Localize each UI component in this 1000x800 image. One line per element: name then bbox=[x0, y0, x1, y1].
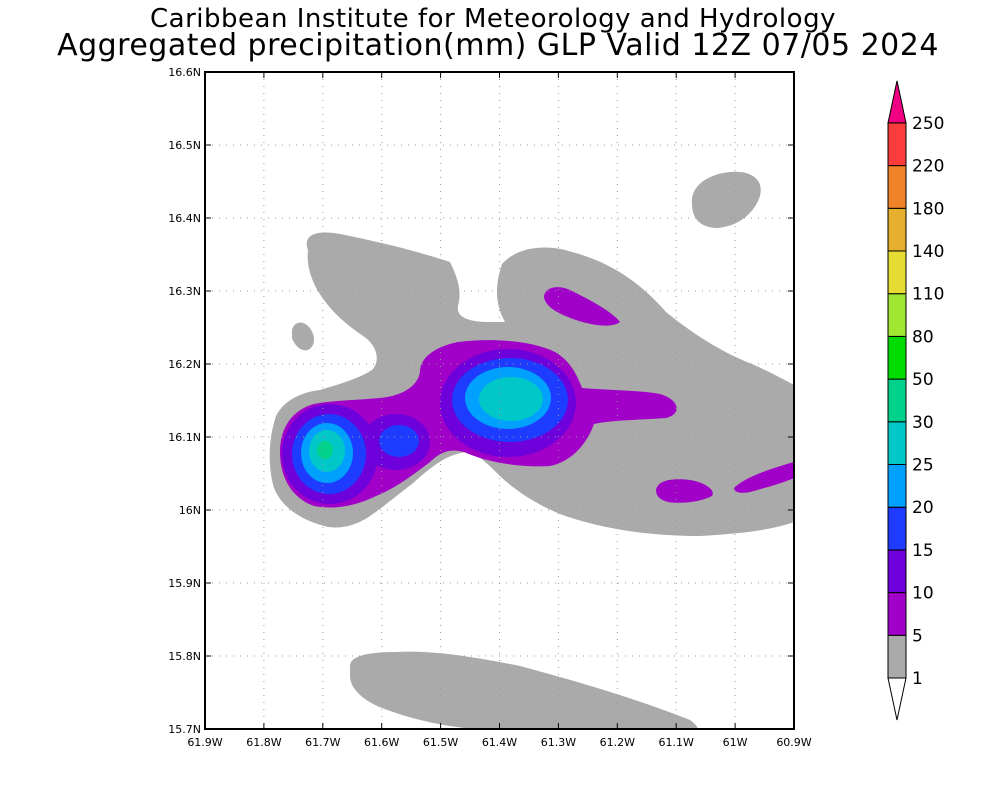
map-grid bbox=[205, 72, 794, 729]
legend-triangle-below bbox=[887, 677, 907, 721]
lat-tick-label: 16.3N bbox=[168, 285, 201, 298]
legend-swatch bbox=[887, 122, 907, 167]
precip-area-1mm bbox=[292, 322, 314, 351]
precip-area-5mm bbox=[544, 287, 620, 326]
legend-level-label: 50 bbox=[912, 370, 934, 390]
lat-tick-label: 16.6N bbox=[168, 66, 201, 79]
lat-tick-label: 16.2N bbox=[168, 358, 201, 371]
latitude-labels: 16.6N 16.5N 16.4N 16.3N 16.2N 16.1N 16N 15.9N 15… bbox=[168, 66, 201, 736]
legend-swatch bbox=[887, 592, 907, 636]
legend-swatch bbox=[887, 207, 907, 252]
precip-area-15mm bbox=[379, 425, 419, 457]
legend-level-label: 15 bbox=[912, 541, 934, 561]
lon-tick-label: 61.8W bbox=[246, 736, 281, 749]
legend-level-label: 180 bbox=[912, 199, 944, 219]
legend-swatch bbox=[887, 335, 907, 380]
precip-area-5mm bbox=[656, 479, 713, 503]
lon-tick-label: 61.9W bbox=[187, 736, 222, 749]
legend-level-label: 1 bbox=[912, 669, 923, 689]
lat-tick-label: 16.5N bbox=[168, 139, 201, 152]
precipitation-field bbox=[269, 171, 794, 729]
precip-area-30mm bbox=[317, 441, 333, 459]
legend-level-label: 5 bbox=[912, 626, 923, 646]
legend-level-label: 80 bbox=[912, 327, 934, 347]
legend-swatch bbox=[887, 378, 907, 423]
legend-swatch bbox=[887, 634, 907, 679]
legend-swatch bbox=[887, 250, 907, 295]
legend-swatch bbox=[887, 421, 907, 465]
legend-swatch bbox=[887, 464, 907, 508]
precip-area-1mm bbox=[350, 651, 698, 729]
legend-triangle-above bbox=[887, 80, 907, 124]
legend-level-label: 30 bbox=[912, 413, 934, 433]
lon-tick-label: 61W bbox=[723, 736, 748, 749]
chart-title-product: Aggregated precipitation(mm) GLP Valid 1… bbox=[57, 28, 939, 63]
legend-level-label: 220 bbox=[912, 157, 944, 177]
legend-swatch bbox=[887, 549, 907, 594]
lon-tick-label: 61.5W bbox=[423, 736, 458, 749]
legend-swatch bbox=[887, 165, 907, 209]
lon-tick-label: 61.3W bbox=[541, 736, 576, 749]
legend-swatch bbox=[887, 293, 907, 337]
legend-level-label: 25 bbox=[912, 456, 934, 476]
lon-tick-label: 61.7W bbox=[305, 736, 340, 749]
lat-tick-label: 16.1N bbox=[168, 431, 201, 444]
precip-area-1mm bbox=[691, 171, 761, 228]
chart-title-institute: Caribbean Institute for Meteorology and … bbox=[150, 4, 836, 34]
lat-tick-label: 15.9N bbox=[168, 577, 201, 590]
lon-tick-label: 61.1W bbox=[659, 736, 694, 749]
legend-level-label: 110 bbox=[912, 285, 944, 305]
lon-tick-label: 61.4W bbox=[482, 736, 517, 749]
lat-tick-label: 15.7N bbox=[168, 723, 201, 736]
legend-level-label: 10 bbox=[912, 584, 934, 604]
lat-tick-label: 15.8N bbox=[168, 650, 201, 663]
legend-level-label: 140 bbox=[912, 242, 944, 262]
legend-swatch bbox=[887, 506, 907, 551]
lat-tick-label: 16.4N bbox=[168, 212, 201, 225]
lat-tick-label: 16N bbox=[179, 504, 201, 517]
map-frame bbox=[204, 71, 795, 730]
lon-tick-label: 61.2W bbox=[600, 736, 635, 749]
longitude-labels: 61.9W 61.8W 61.7W 61.6W 61.5W 61.4W 61.3W 61.2W… bbox=[187, 736, 811, 749]
legend-level-label: 250 bbox=[912, 114, 944, 134]
lon-tick-label: 61.6W bbox=[364, 736, 399, 749]
precip-area-25mm bbox=[479, 377, 543, 421]
legend-level-label: 20 bbox=[912, 498, 934, 518]
precip-area-5mm bbox=[734, 462, 794, 493]
lon-tick-label: 60.9W bbox=[776, 736, 811, 749]
